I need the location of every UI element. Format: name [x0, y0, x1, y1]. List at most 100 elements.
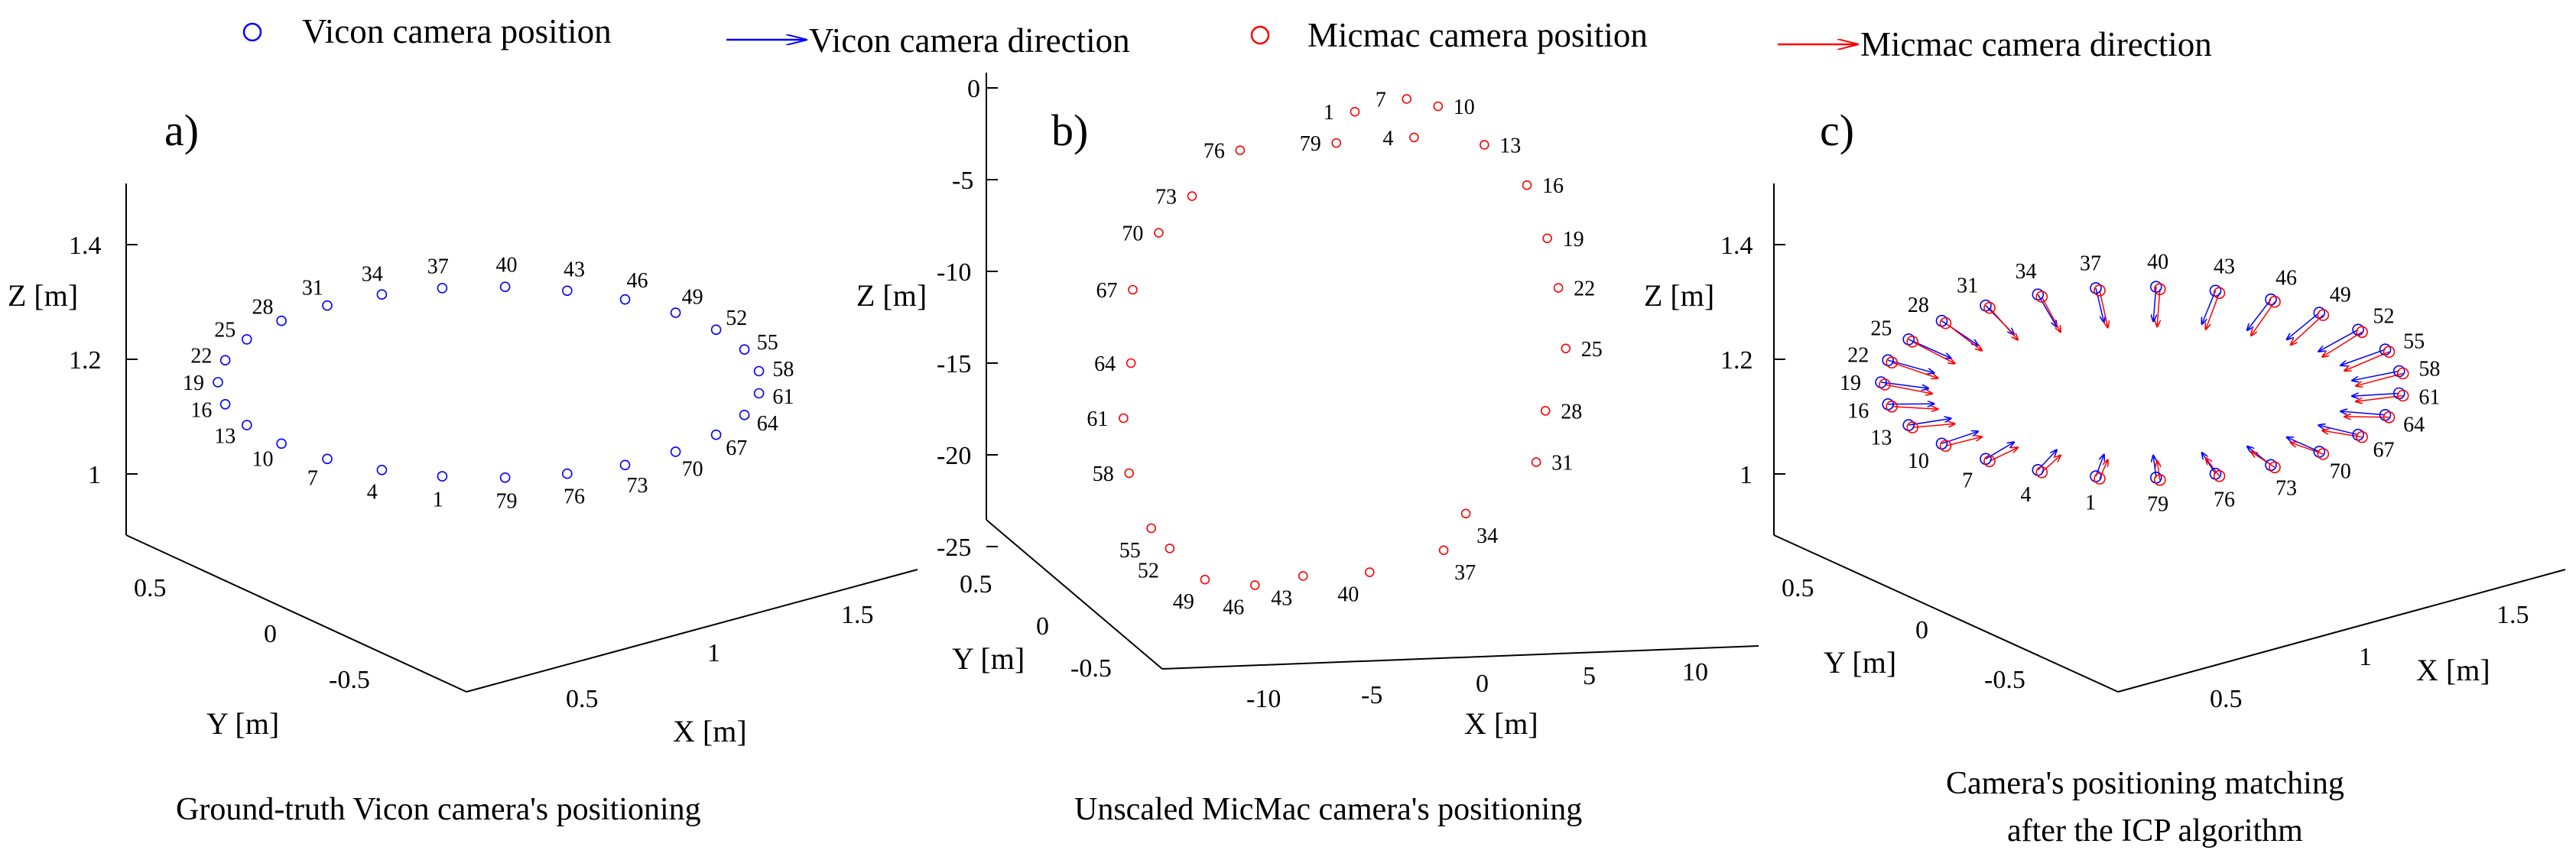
panel-c-micmac-point-40 [2154, 283, 2166, 296]
panel-c-letter: c) [1820, 105, 1854, 155]
panel-c-axes-box [1773, 183, 2566, 693]
panel-b-point-7 [1402, 94, 1411, 104]
panel-a-point-label: 28 [252, 295, 274, 319]
panel-b-axes-box [986, 73, 1759, 670]
panel-a-point-label: 64 [757, 412, 778, 436]
panel-a-point-label: 13 [214, 425, 236, 449]
panel-b-point-label: 25 [1581, 338, 1603, 362]
panel-b-point-label: 28 [1561, 400, 1582, 424]
panel-c-x-tick-label-3: 1.5 [2496, 601, 2529, 629]
panel-b-z-tick-label-0: 0 [967, 75, 980, 103]
panel-a-point-label: 31 [302, 277, 323, 300]
panel-a-point-7 [322, 453, 333, 465]
panel-b-point-label: 55 [1119, 539, 1141, 563]
panel-a-letter: a) [164, 105, 199, 155]
panel-b-point-43 [1298, 571, 1308, 581]
panel-a-point-label: 7 [307, 466, 318, 490]
panel-c-point-label: 22 [1847, 343, 1869, 367]
panel-b-y-tick-label-3: -0.5 [1070, 654, 1112, 683]
panel-c-vicon-arrow-25 [1908, 339, 1951, 359]
panel-a-point-76 [561, 468, 573, 479]
panel-b-z-tick-label-5: -5 [952, 167, 973, 195]
panel-a-point-52 [710, 324, 722, 336]
panel-c-micmac-point-4 [2035, 466, 2048, 479]
panel-c-point-label: 61 [2418, 386, 2440, 410]
panel-c-y-tick-label-1: 0.5 [1782, 574, 1814, 602]
panel-c-point-label: 10 [1908, 449, 1929, 473]
panel-c-point-label: 4 [2021, 483, 2032, 507]
panel-c-micmac-point-70 [2317, 448, 2330, 460]
panel-c-micmac-arrow-19 [1884, 384, 1932, 394]
panel-a-point-label: 55 [757, 331, 778, 355]
panel-c-point-label: 16 [1847, 400, 1869, 424]
legend-marker-micmac-position [1250, 25, 1270, 45]
panel-a-x-label: X [m] [673, 714, 747, 748]
panel-b-point-31 [1531, 457, 1541, 467]
panel-c-micmac-point-16 [1886, 400, 1898, 413]
panel-c-micmac-arrow-49 [2291, 314, 2324, 345]
panel-c-micmac-point-25 [1906, 336, 1918, 348]
panel-b-caption: Unscaled MicMac camera's positioning [1074, 792, 1582, 827]
panel-c-point-label: 34 [2016, 260, 2037, 284]
panel-c-point-label: 79 [2147, 493, 2168, 517]
panel-c-vicon-arrow-19 [1880, 381, 1928, 388]
panel-a-point-46 [619, 294, 631, 305]
panel-a-point-label: 61 [772, 385, 794, 409]
panel-c-point-label: 7 [1962, 469, 1973, 493]
panel-c-micmac-arrow-43 [2206, 293, 2220, 329]
panel-c-vicon-arrow-61 [2352, 394, 2399, 397]
panel-c-micmac-arrow-22 [1891, 362, 1938, 378]
panel-b-point-label: 46 [1223, 596, 1244, 619]
panel-c-vicon-arrow-43 [2202, 290, 2217, 324]
panel-a-point-79 [499, 472, 511, 483]
panel-c-point-label: 58 [2418, 358, 2440, 381]
panel-b-point-22 [1553, 283, 1564, 293]
panel-c-vicon-arrow-79 [2153, 456, 2156, 478]
panel-a-x-tick-label-1: 0.5 [566, 685, 599, 713]
panel-c-caption-line-2: after the ICP algorithm [2007, 813, 2303, 849]
panel-a-point-label: 46 [627, 269, 648, 293]
panel-b-point-10 [1433, 101, 1444, 112]
panel-a-y-axis [125, 534, 467, 693]
panel-c-micmac-point-19 [1879, 378, 1891, 391]
panel-a: a) 1.4 1.2 1 Z [m] 0.5 0 -0.5 Y [m] 0.5 … [8, 105, 918, 827]
panel-c-micmac-arrow-73 [2251, 452, 2276, 468]
panel-b-point-label: 34 [1476, 524, 1498, 548]
panel-c-point-label: 25 [1870, 317, 1892, 341]
panel-b-point-49 [1200, 574, 1210, 585]
panel-b-point-label: 52 [1138, 559, 1159, 583]
panel-a-point-19 [213, 377, 223, 388]
panel-a-point-70 [670, 446, 681, 457]
panel-b-point-28 [1540, 406, 1551, 416]
panel-a-point-61 [753, 388, 765, 399]
panel-c-point-label: 31 [1957, 274, 1978, 298]
panel-c-micmac-arrow-34 [2041, 296, 2061, 332]
panel-a-point-22 [219, 355, 231, 366]
panel-a-point-label: 10 [252, 448, 274, 472]
panel-b-x-axis [1161, 645, 1759, 670]
panel-b-point-label: 37 [1454, 561, 1476, 585]
panel-c-point-label: 40 [2147, 250, 2168, 274]
panel-b-z-tick-label-25: -25 [937, 534, 971, 562]
panel-a-point-40 [499, 281, 511, 293]
panel-b-point-79 [1331, 138, 1341, 148]
panel-c-x-tick-label-2: 1 [2359, 643, 2372, 671]
panel-b-point-76 [1235, 145, 1246, 155]
panel-a-point-label: 79 [496, 490, 518, 514]
panel-a-point-label: 76 [564, 485, 585, 509]
panel-c-vicon-arrow-76 [2202, 453, 2217, 475]
panel-b-point-34 [1460, 508, 1471, 519]
panel-c-micmac-arrow-13 [1912, 424, 1954, 428]
panel-b-point-37 [1438, 545, 1449, 556]
panel-c-x-tick-label-1: 0.5 [2210, 685, 2243, 713]
panel-b-point-label: 73 [1155, 186, 1177, 209]
panel-b-y-tick-label-2: 0 [1036, 612, 1049, 641]
panel-b-point-46 [1250, 580, 1260, 590]
panel-c-micmac-point-34 [2035, 290, 2048, 303]
panel-c-z-label: Z [m] [1644, 278, 1714, 313]
panel-a-point-31 [322, 300, 333, 311]
panel-a-point-label: 70 [682, 458, 703, 482]
panel-b-point-label: 58 [1093, 462, 1114, 486]
